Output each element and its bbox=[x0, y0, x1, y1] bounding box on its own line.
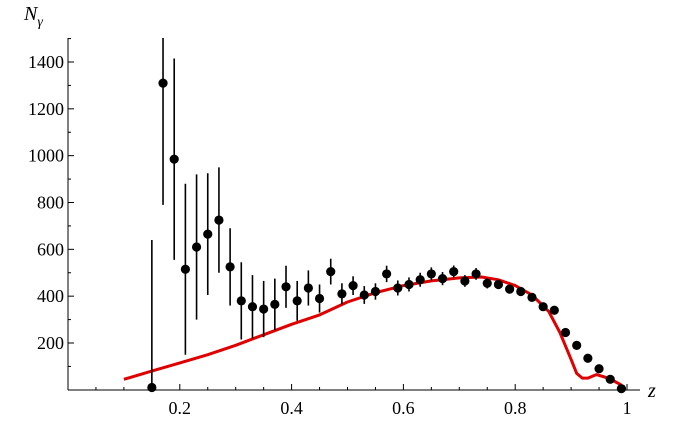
x-tick-label: 0.8 bbox=[504, 398, 527, 418]
model-curve bbox=[123, 275, 623, 387]
y-tick-label: 200 bbox=[37, 333, 64, 353]
data-point bbox=[225, 262, 235, 272]
data-point bbox=[404, 279, 414, 290]
data-point bbox=[158, 78, 168, 88]
data-point bbox=[270, 299, 280, 309]
data-point bbox=[281, 282, 291, 292]
data-point bbox=[147, 382, 157, 393]
axes bbox=[67, 38, 640, 391]
y-axis-title-subscript: γ bbox=[37, 15, 43, 30]
y-axis-title-main: N bbox=[23, 3, 39, 25]
data-point bbox=[370, 286, 381, 297]
x-tick-label: 1 bbox=[623, 398, 632, 418]
data-point bbox=[393, 283, 403, 293]
model-layer bbox=[123, 275, 623, 387]
points-layer bbox=[147, 38, 627, 394]
data-point bbox=[326, 266, 336, 277]
data-point bbox=[471, 269, 481, 279]
data-point bbox=[203, 229, 213, 239]
data-point bbox=[516, 286, 526, 297]
data-point bbox=[560, 327, 571, 338]
data-point bbox=[482, 278, 492, 288]
x-tick-label: 0.6 bbox=[392, 398, 415, 418]
data-point bbox=[180, 264, 190, 274]
data-point bbox=[314, 293, 325, 304]
data-point bbox=[236, 296, 246, 306]
data-point bbox=[292, 296, 302, 306]
data-point bbox=[583, 353, 593, 363]
data-point bbox=[605, 374, 615, 384]
data-point bbox=[169, 154, 179, 164]
data-point bbox=[382, 269, 392, 279]
data-point bbox=[493, 279, 504, 290]
y-tick-label: 1400 bbox=[28, 52, 64, 72]
x-tick-label: 0.4 bbox=[280, 398, 303, 418]
y-axis-title: Nγ bbox=[23, 3, 43, 30]
data-point bbox=[505, 284, 515, 294]
data-point bbox=[594, 364, 604, 374]
y-tick-label: 800 bbox=[37, 193, 64, 213]
data-point bbox=[348, 281, 358, 291]
data-point bbox=[415, 275, 425, 285]
y-tick-label: 600 bbox=[37, 239, 64, 259]
data-point bbox=[214, 215, 224, 225]
y-ticks: 200 400 600 800 1000 1200 1400 bbox=[28, 38, 74, 367]
data-point bbox=[247, 302, 258, 312]
data-point bbox=[191, 242, 202, 252]
data-point bbox=[549, 305, 559, 315]
data-point bbox=[303, 283, 313, 293]
x-tick-label: 0.2 bbox=[169, 398, 192, 418]
y-tick-label: 400 bbox=[37, 286, 64, 306]
data-point bbox=[437, 274, 448, 284]
data-point bbox=[449, 266, 459, 277]
y-tick-label: 1200 bbox=[28, 99, 64, 119]
data-point bbox=[259, 304, 269, 314]
x-ticks: 0.2 0.4 0.6 0.8 1 bbox=[95, 384, 632, 418]
data-point bbox=[572, 340, 582, 350]
data-point bbox=[426, 269, 436, 279]
data-point bbox=[616, 384, 627, 394]
data-point bbox=[359, 290, 369, 300]
data-point bbox=[538, 302, 548, 312]
data-point bbox=[337, 289, 347, 299]
y-tick-label: 1000 bbox=[28, 146, 64, 166]
data-point bbox=[460, 276, 470, 286]
x-axis-title: z bbox=[647, 380, 656, 402]
data-point bbox=[527, 292, 537, 302]
